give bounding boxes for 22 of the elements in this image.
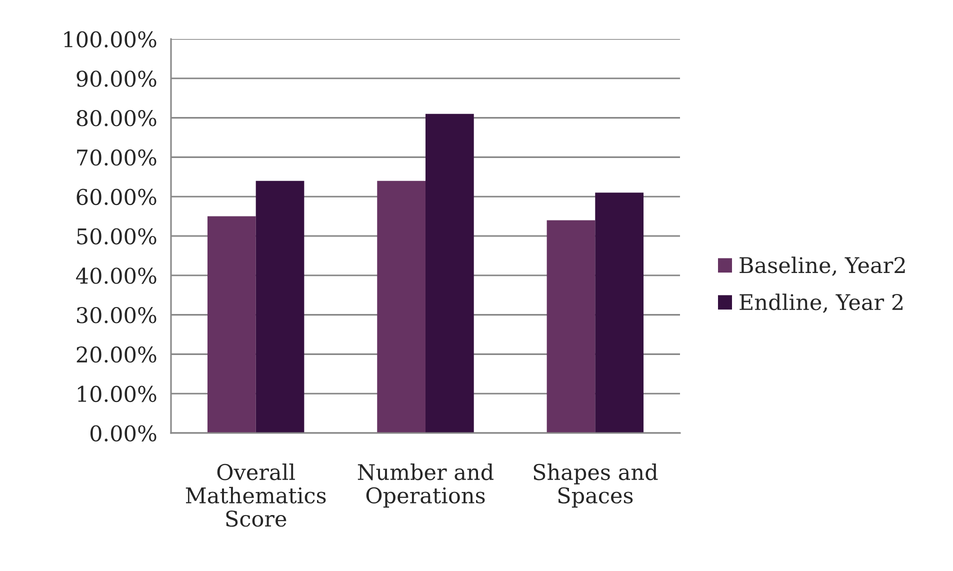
y-tick-label: 20.00% xyxy=(76,346,156,363)
bar xyxy=(546,220,596,433)
y-tick-label: 30.00% xyxy=(77,307,156,324)
bar xyxy=(595,192,644,433)
y-tick-label: 60.00% xyxy=(76,188,156,206)
y-tick-label: 40.00% xyxy=(76,268,156,284)
x-tick-label: Shapes and Spaces xyxy=(534,464,658,508)
legend-label: Baseline, Year2 xyxy=(740,256,905,276)
y-tick-label: 10.00% xyxy=(78,386,156,402)
x-tick-label: Number and Operations xyxy=(358,464,494,508)
y-tick-label: 100.00% xyxy=(64,31,156,48)
y-tick-label: 80.00% xyxy=(76,110,156,126)
y-tick-label: 90.00% xyxy=(76,70,156,87)
y-tick-label: 50.00% xyxy=(77,228,156,244)
x-tick-label: Overall Mathematics Score xyxy=(186,464,326,527)
legend-label: Endline, Year 2 xyxy=(740,294,902,313)
y-tick-label: 70.00% xyxy=(77,149,156,166)
bar xyxy=(377,180,426,433)
bar xyxy=(207,216,256,433)
bar xyxy=(426,114,474,433)
y-tick-label: 0.00% xyxy=(90,425,156,442)
bar xyxy=(256,180,304,433)
